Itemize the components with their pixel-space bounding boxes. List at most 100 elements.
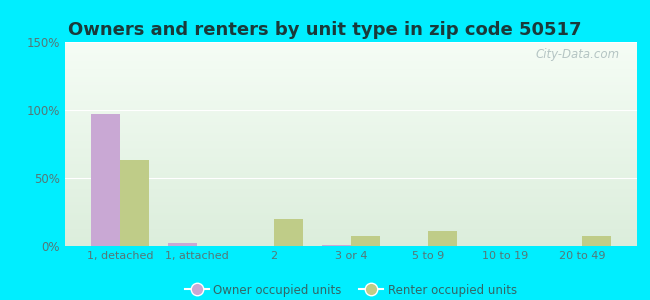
Bar <box>65 228 637 229</box>
Bar <box>65 122 637 123</box>
Bar <box>65 218 637 220</box>
Bar <box>65 53 637 54</box>
Bar <box>65 202 637 203</box>
Bar <box>65 155 637 156</box>
Bar <box>65 213 637 214</box>
Bar <box>65 145 637 146</box>
Text: Owners and renters by unit type in zip code 50517: Owners and renters by unit type in zip c… <box>68 21 582 39</box>
Bar <box>65 244 637 245</box>
Bar <box>65 214 637 215</box>
Bar <box>65 63 637 64</box>
Bar <box>65 185 637 186</box>
Bar <box>65 146 637 147</box>
Bar <box>65 83 637 84</box>
Bar <box>65 240 637 241</box>
Bar <box>428 231 457 246</box>
Bar <box>65 229 637 230</box>
Bar <box>65 215 637 216</box>
Bar <box>65 174 637 175</box>
Bar <box>65 235 637 236</box>
Bar <box>168 243 197 246</box>
Bar <box>65 153 637 154</box>
Bar <box>65 47 637 48</box>
Bar <box>65 109 637 110</box>
Bar <box>65 77 637 78</box>
Bar <box>65 54 637 55</box>
Bar <box>582 236 611 246</box>
Bar <box>65 142 637 143</box>
Bar <box>65 90 637 91</box>
Bar <box>65 223 637 224</box>
Bar <box>65 175 637 176</box>
Bar <box>65 148 637 149</box>
Bar <box>65 87 637 88</box>
Bar <box>65 97 637 98</box>
Bar <box>65 68 637 70</box>
Bar <box>65 76 637 77</box>
Bar <box>65 216 637 217</box>
Bar <box>65 243 637 244</box>
Bar <box>65 236 637 237</box>
Bar <box>65 44 637 45</box>
Bar <box>65 184 637 185</box>
Bar <box>65 209 637 210</box>
Bar <box>65 49 637 50</box>
Bar <box>65 210 637 211</box>
Bar <box>65 167 637 169</box>
Bar <box>65 92 637 93</box>
Bar <box>65 48 637 49</box>
Bar <box>65 200 637 201</box>
Bar <box>65 177 637 178</box>
Bar <box>65 51 637 52</box>
Bar <box>65 152 637 153</box>
Bar <box>65 50 637 51</box>
Bar <box>65 159 637 160</box>
Bar <box>65 56 637 57</box>
Bar <box>65 72 637 73</box>
Bar <box>65 206 637 207</box>
Bar <box>65 74 637 75</box>
Bar <box>65 78 637 79</box>
Bar <box>65 62 637 63</box>
Bar <box>65 157 637 158</box>
Bar <box>65 114 637 116</box>
Bar <box>65 150 637 151</box>
Bar <box>65 207 637 208</box>
Bar <box>65 61 637 62</box>
Bar <box>65 231 637 232</box>
Bar <box>65 179 637 180</box>
Bar <box>65 121 637 122</box>
Bar <box>65 81 637 82</box>
Bar <box>65 193 637 194</box>
Bar <box>65 70 637 72</box>
Bar <box>65 178 637 179</box>
Bar <box>65 191 637 192</box>
Bar <box>65 105 637 106</box>
Bar <box>65 137 637 138</box>
Bar <box>65 96 637 97</box>
Bar <box>65 234 637 235</box>
Bar <box>65 197 637 198</box>
Bar <box>65 160 637 161</box>
Bar <box>65 132 637 133</box>
Bar <box>65 126 637 127</box>
Bar <box>65 170 637 172</box>
Bar <box>65 161 637 162</box>
Bar <box>65 186 637 187</box>
Bar <box>65 113 637 114</box>
Bar <box>65 95 637 96</box>
Bar <box>65 190 637 191</box>
Bar <box>65 143 637 144</box>
Bar <box>274 219 304 246</box>
Bar <box>65 138 637 139</box>
Bar <box>65 226 637 228</box>
Bar <box>65 169 637 170</box>
Bar <box>65 79 637 80</box>
Bar <box>65 60 637 62</box>
Bar <box>65 45 637 46</box>
Bar <box>65 156 637 157</box>
Bar <box>65 106 637 107</box>
Bar <box>65 57 637 58</box>
Bar <box>65 139 637 140</box>
Bar <box>65 94 637 95</box>
